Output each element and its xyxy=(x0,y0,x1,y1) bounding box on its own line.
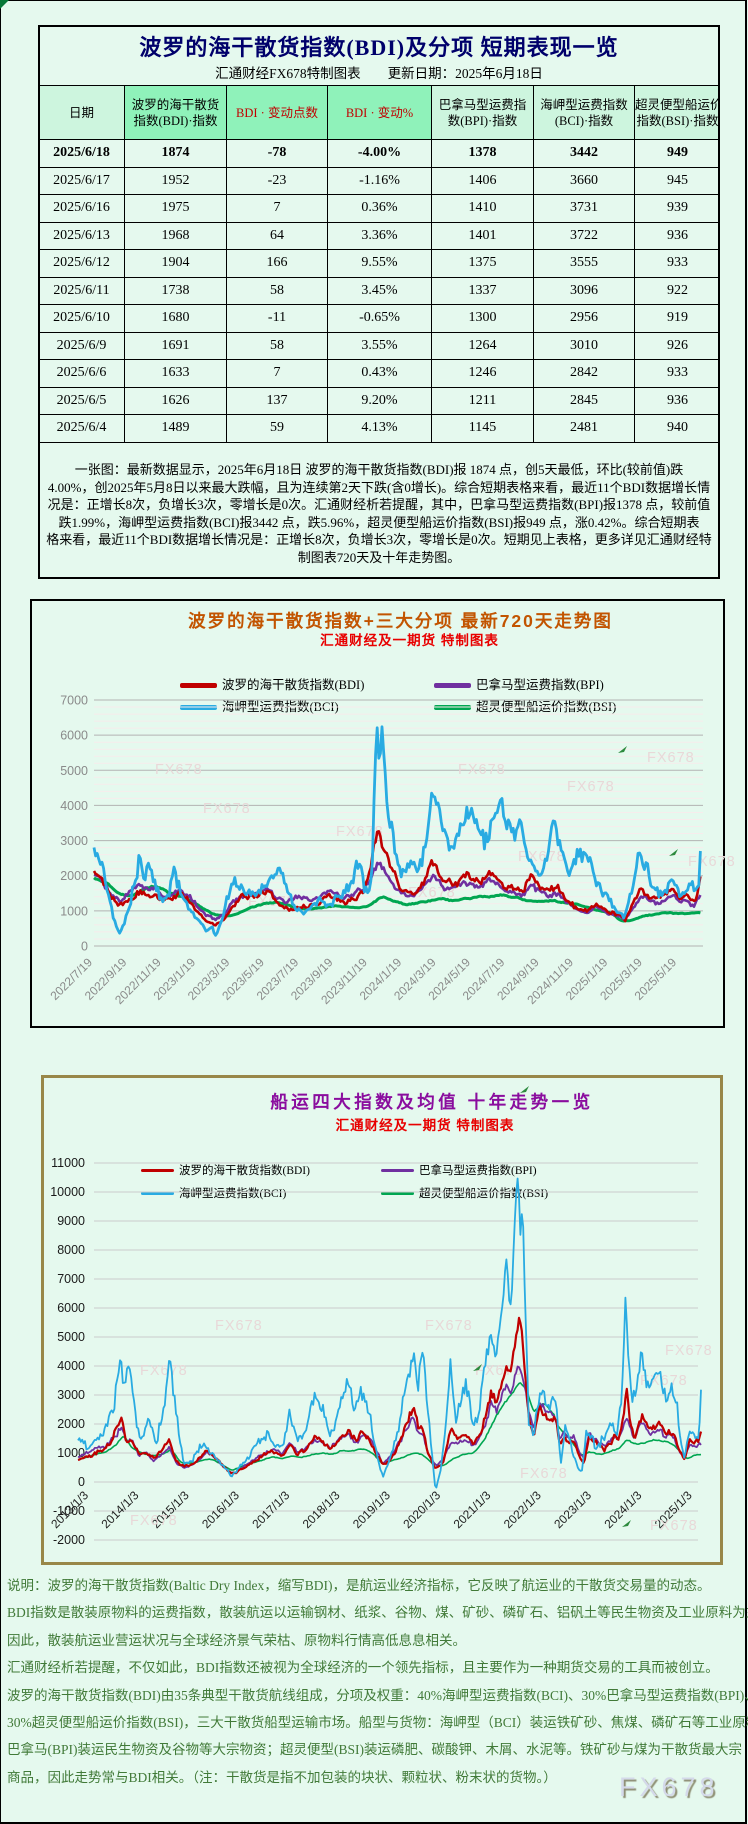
svg-text:2021/1/3: 2021/1/3 xyxy=(451,1488,494,1531)
svg-text:3000: 3000 xyxy=(57,1388,85,1402)
svg-text:FX678: FX678 xyxy=(475,1363,523,1379)
svg-text:7000: 7000 xyxy=(57,1272,85,1286)
svg-text:-1000: -1000 xyxy=(53,1504,85,1518)
svg-text:5000: 5000 xyxy=(60,764,88,778)
svg-text:FX678: FX678 xyxy=(458,762,506,778)
svg-text:7000: 7000 xyxy=(60,694,88,708)
svg-text:2000: 2000 xyxy=(60,869,88,883)
svg-text:FX678: FX678 xyxy=(155,762,203,778)
svg-text:2017/1/3: 2017/1/3 xyxy=(249,1488,292,1531)
svg-text:0: 0 xyxy=(81,940,88,954)
svg-text:2000: 2000 xyxy=(57,1417,85,1431)
svg-text:10000: 10000 xyxy=(50,1185,85,1199)
svg-text:2020/1/3: 2020/1/3 xyxy=(400,1488,443,1531)
svg-text:4000: 4000 xyxy=(57,1359,85,1373)
svg-text:FX678: FX678 xyxy=(650,1518,698,1534)
svg-text:FX678: FX678 xyxy=(203,801,251,817)
svg-text:0: 0 xyxy=(78,1475,85,1489)
svg-text:-2000: -2000 xyxy=(53,1533,85,1547)
svg-text:FX678: FX678 xyxy=(688,854,736,870)
svg-text:11000: 11000 xyxy=(51,1156,85,1170)
svg-text:3000: 3000 xyxy=(60,834,88,848)
svg-text:FX678: FX678 xyxy=(130,1513,178,1529)
svg-text:2016/1/3: 2016/1/3 xyxy=(199,1488,242,1531)
svg-text:2019/1/3: 2019/1/3 xyxy=(350,1488,393,1531)
svg-text:FX678: FX678 xyxy=(425,1318,473,1334)
svg-text:FX678: FX678 xyxy=(140,1363,188,1379)
svg-text:2024/1/3: 2024/1/3 xyxy=(601,1488,644,1531)
svg-text:6000: 6000 xyxy=(57,1301,85,1315)
svg-text:FX678: FX678 xyxy=(520,1466,568,1482)
svg-text:FX678: FX678 xyxy=(336,824,384,840)
svg-text:5000: 5000 xyxy=(57,1330,85,1344)
svg-text:FX678: FX678 xyxy=(640,1373,688,1389)
svg-text:FX678: FX678 xyxy=(665,1343,713,1359)
svg-text:FX678: FX678 xyxy=(567,779,615,795)
svg-text:FX678: FX678 xyxy=(647,750,695,766)
svg-text:8000: 8000 xyxy=(57,1243,85,1257)
svg-text:2023/1/3: 2023/1/3 xyxy=(551,1488,594,1531)
svg-text:6000: 6000 xyxy=(60,729,88,743)
svg-text:2022/1/3: 2022/1/3 xyxy=(501,1488,544,1531)
svg-text:1000: 1000 xyxy=(60,904,88,918)
svg-text:2018/1/3: 2018/1/3 xyxy=(300,1488,343,1531)
svg-text:FX678: FX678 xyxy=(215,1318,263,1334)
svg-text:4000: 4000 xyxy=(60,799,88,813)
svg-text:9000: 9000 xyxy=(57,1214,85,1228)
